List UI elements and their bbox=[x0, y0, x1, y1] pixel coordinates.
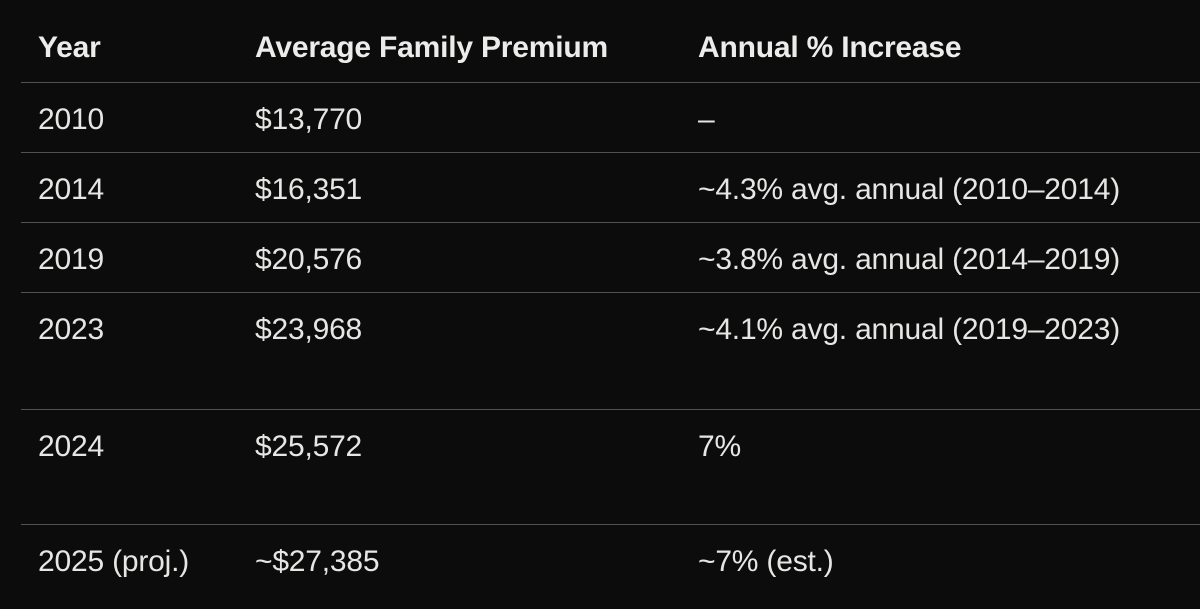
increase-cell: ~4.1% avg. annual (2019–2023) bbox=[698, 313, 1121, 346]
table-row-2019: 2019 $20,576 ~3.8% avg. annual (2014–201… bbox=[21, 223, 1200, 293]
premium-cell: $16,351 bbox=[255, 173, 363, 206]
table-header-row: Year Average Family Premium Annual % Inc… bbox=[21, 0, 1200, 83]
premium-cell: $13,770 bbox=[255, 103, 363, 136]
year-cell: 2010 bbox=[38, 103, 104, 136]
premium-cell: ~$27,385 bbox=[255, 545, 380, 578]
table-row-2024: 2024 $25,572 7% bbox=[21, 410, 1200, 525]
year-cell: 2023 bbox=[38, 313, 104, 346]
increase-cell: 7% bbox=[698, 430, 741, 463]
col-header-year: Year bbox=[38, 31, 101, 64]
col-header-average-family-premium: Average Family Premium bbox=[255, 31, 608, 64]
year-cell: 2025 (proj.) bbox=[38, 545, 190, 578]
year-cell: 2014 bbox=[38, 173, 104, 206]
table-row-2025-projected: 2025 (proj.) ~$27,385 ~7% (est.) bbox=[21, 525, 1200, 609]
premium-cell: $23,968 bbox=[255, 313, 363, 346]
table-row-2023: 2023 $23,968 ~4.1% avg. annual (2019–202… bbox=[21, 293, 1200, 410]
increase-cell: – bbox=[698, 103, 715, 136]
increase-cell: ~7% (est.) bbox=[698, 545, 834, 578]
premium-data-table: Year Average Family Premium Annual % Inc… bbox=[21, 0, 1200, 609]
col-header-annual-percent-increase: Annual % Increase bbox=[698, 31, 962, 64]
increase-cell: ~4.3% avg. annual (2010–2014) bbox=[698, 173, 1121, 206]
table-row-2010: 2010 $13,770 – bbox=[21, 83, 1200, 153]
increase-cell: ~3.8% avg. annual (2014–2019) bbox=[698, 243, 1121, 276]
premium-cell: $20,576 bbox=[255, 243, 363, 276]
premium-cell: $25,572 bbox=[255, 430, 363, 463]
table-row-2014: 2014 $16,351 ~4.3% avg. annual (2010–201… bbox=[21, 153, 1200, 223]
year-cell: 2024 bbox=[38, 430, 104, 463]
year-cell: 2019 bbox=[38, 243, 104, 276]
